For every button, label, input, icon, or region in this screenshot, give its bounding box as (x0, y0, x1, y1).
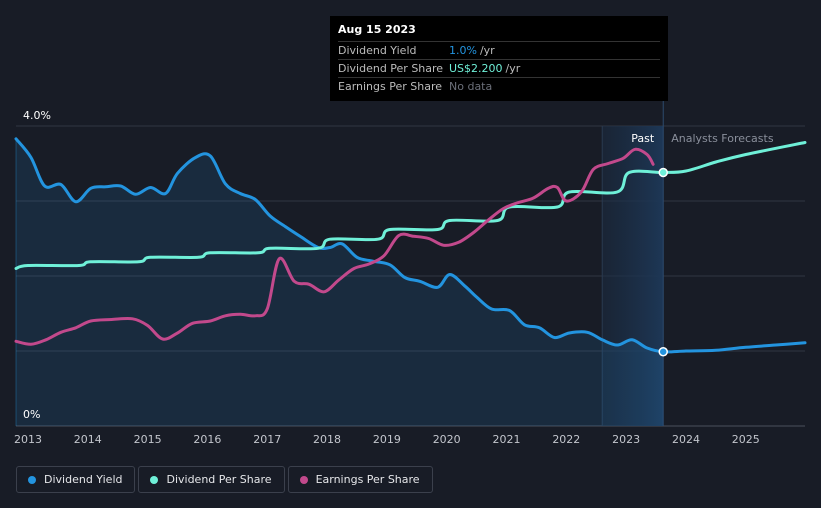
dividend-yield-marker (658, 347, 668, 357)
tooltip-value: 1.0% (449, 44, 477, 57)
tooltip-row-dividend-yield: Dividend Yield 1.0% /yr (338, 41, 660, 59)
tooltip-label: Earnings Per Share (338, 80, 443, 93)
past-highlight-band (602, 126, 664, 426)
legend-item-dividend-per-share[interactable]: Dividend Per Share (138, 466, 285, 493)
x-tick-label: 2018 (313, 433, 341, 446)
x-tick-label: 2016 (193, 433, 221, 446)
y-tick-label-min: 0% (23, 408, 40, 421)
tooltip-unit: /yr (505, 62, 521, 75)
legend-item-dividend-yield[interactable]: Dividend Yield (16, 466, 136, 493)
legend-item-earnings-per-share[interactable]: Earnings Per Share (287, 466, 433, 493)
legend-label: Dividend Per Share (166, 473, 272, 486)
dividend-yield-area (16, 138, 664, 427)
tooltip-label: Dividend Per Share (338, 62, 444, 75)
tooltip-value: US$2.200 (449, 62, 503, 75)
series-areas (15, 138, 664, 427)
legend-dot-icon (28, 475, 36, 484)
tooltip-value: No data (449, 80, 493, 93)
x-tick-label: 2020 (433, 433, 461, 446)
tooltip-unit: /yr (479, 44, 495, 57)
legend-label: Dividend Yield (44, 473, 123, 486)
x-tick-label: 2014 (74, 433, 102, 446)
x-tick-label: 2025 (732, 433, 760, 446)
x-tick-label: 2019 (373, 433, 401, 446)
x-tick-label: 2023 (612, 433, 640, 446)
tooltip-label: Dividend Yield (338, 44, 417, 57)
dividend-per-share-marker (658, 167, 668, 178)
analysts-forecasts-label: Analysts Forecasts (671, 132, 774, 145)
legend-label: Earnings Per Share (315, 473, 420, 486)
tooltip-row-earnings-per-share: Earnings Per Share No data (338, 77, 660, 95)
x-tick-label: 2015 (134, 433, 162, 446)
earnings-per-share-line (14, 147, 655, 346)
x-tick-labels: 2013 2014 2015 2016 2017 2018 2019 2020 2021 2022… (14, 433, 760, 446)
legend-dot-icon (299, 475, 308, 484)
past-label: Past (631, 132, 655, 145)
x-tick-label: 2024 (672, 433, 700, 446)
x-tick-label: 2013 (14, 433, 42, 446)
legend: Dividend Yield Dividend Per Share Earnin… (16, 466, 436, 493)
y-tick-label-max: 4.0% (23, 109, 51, 122)
x-tick-label: 2021 (493, 433, 521, 446)
tooltip-date: Aug 15 2023 (338, 23, 416, 36)
legend-dot-icon (150, 475, 159, 484)
dividend-per-share-line (14, 141, 807, 270)
series-markers (658, 167, 668, 357)
x-tick-label: 2022 (552, 433, 580, 446)
highlight-band (601, 100, 664, 426)
tooltip: Aug 15 2023 Dividend Yield 1.0% /yr Divi… (330, 16, 668, 101)
y-tick-labels: 4.0% 0% (23, 109, 51, 421)
dividend-yield-line (14, 137, 807, 354)
tooltip-row-dividend-per-share: Dividend Per Share US$2.200 /yr (338, 59, 660, 77)
x-tick-label: 2017 (253, 433, 281, 446)
series-lines (14, 137, 807, 354)
